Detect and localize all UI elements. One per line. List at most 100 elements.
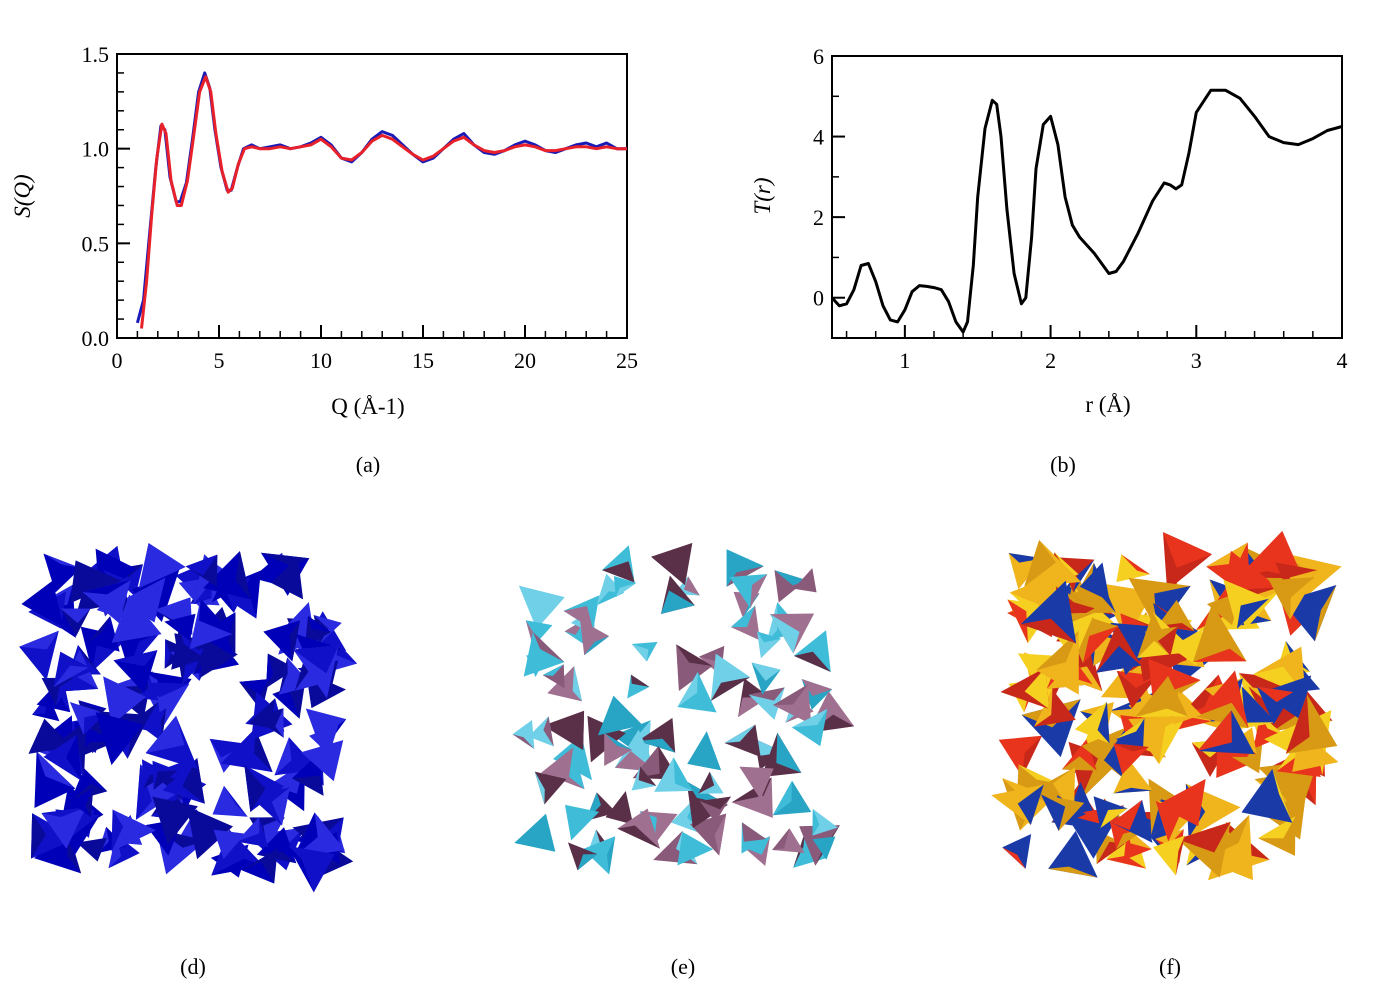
tetrahedron-face [239,679,270,695]
tetrahedron-face [627,674,650,699]
tetrahedron-face [615,583,637,598]
tetrahedron-face [186,806,233,839]
tetrahedron-face [1116,827,1147,850]
tetrahedron-face [1170,646,1197,666]
tetrahedron-face [1241,686,1277,723]
panel-b-xtick-label: 3 [1191,348,1202,373]
panel-b-xtick-label: 4 [1337,348,1348,373]
tetrahedron-face [793,651,831,673]
panel-b-ytick-label: 0 [813,286,824,311]
caption-d: (d) [180,954,206,979]
tetrahedron-face [291,775,324,796]
tetrahedron-face [1082,625,1119,664]
tetrahedron-face [90,837,107,862]
tetrahedron-face [596,573,625,606]
tetrahedron-face [1188,778,1206,827]
tetrahedron-face [673,757,693,791]
panel-a-ylabel: S(Q) [10,174,35,217]
panel-a-series [135,71,627,329]
tetrahedron-face [547,666,583,702]
tetrahedron-face [289,620,301,662]
tetrahedron-face [1022,735,1042,777]
tetrahedron-face [1157,599,1195,632]
panel-a-ytick-label: 1.5 [82,42,110,67]
tetrahedron-face [78,700,107,709]
tetrahedron-face [1177,821,1231,853]
tetrahedron-face [271,579,304,600]
tetrahedron-face [580,619,610,656]
tetrahedron-face [523,631,565,677]
panel-b-ytick-label: 6 [813,44,824,69]
tetrahedron-face [512,720,535,749]
tetrahedron-face [604,733,633,750]
panel-a-xtick-label: 5 [214,348,225,373]
polyhedra-illustration-f [991,530,1342,881]
panel-a-xtick-label: 15 [412,348,434,373]
tetrahedron-face [228,612,236,657]
tetrahedron-face [1040,794,1066,832]
tetrahedron-face [43,553,81,569]
tetrahedron-face [739,766,761,800]
tetrahedron-face [1223,579,1269,629]
tetrahedron-face [111,631,162,643]
tetrahedron-face [710,677,751,702]
panel-a-xtick-label: 20 [514,348,536,373]
tetrahedron-face [278,657,288,695]
tetrahedron-face [677,672,698,708]
tetrahedron-face [95,712,144,739]
tetrahedron-face [724,724,756,743]
tetrahedron-face [1024,667,1049,709]
tetrahedron-face [774,570,807,586]
tetrahedron-face [1113,743,1149,775]
tetrahedron-face [83,713,106,735]
tetrahedron-face [651,542,693,586]
tetrahedron-face [158,708,167,742]
tetrahedron-face [730,605,756,628]
tetrahedron-face [56,677,74,706]
tetrahedron-face [36,751,76,789]
tetrahedron-face [1193,648,1247,662]
panel-a-series-0-line [135,71,627,324]
tetrahedron-face [741,822,767,842]
tetrahedron-face [152,796,177,845]
tetrahedron-face [41,807,86,818]
tetrahedron-face [565,710,585,751]
tetrahedron-face [744,836,771,855]
tetrahedron-face [31,813,77,859]
tetrahedron-face [212,785,248,817]
tetrahedron-face [145,715,185,754]
tetrahedron-face [604,733,633,767]
tetrahedron-face [21,603,64,628]
tetrahedron-face [141,682,190,698]
tetrahedron-face [812,836,836,860]
tetrahedron-face [308,615,331,633]
tetrahedron-face [113,650,158,667]
tetrahedron-face [582,836,616,875]
tetrahedron-face [1017,784,1044,825]
tetrahedron-face [542,664,564,676]
tetrahedron-face [617,808,661,849]
tetrahedron-face [275,708,284,738]
tetrahedron-face [254,728,273,773]
tetrahedron-face [998,735,1042,777]
tetrahedron-face [1197,710,1232,751]
tetrahedron-face [1113,759,1153,794]
tetrahedron-face [748,687,785,701]
tetrahedron-face [651,556,686,586]
tetrahedron-face [1008,553,1044,563]
tetrahedron-face [293,812,318,858]
tetrahedron-face [21,580,64,628]
tetrahedron-face [31,813,47,859]
tetrahedron-face [532,631,565,663]
tetrahedron-face [1018,764,1059,784]
tetrahedron-face [773,684,809,706]
tetrahedron-face [320,861,354,877]
tetrahedron-face [293,645,339,674]
tetrahedron-face [606,836,616,875]
tetrahedron-face [750,574,768,609]
tetrahedron-face [1097,701,1110,744]
tetrahedron-face [1036,630,1079,671]
tetrahedron-face [791,708,828,728]
tetrahedron-face [1292,753,1339,772]
